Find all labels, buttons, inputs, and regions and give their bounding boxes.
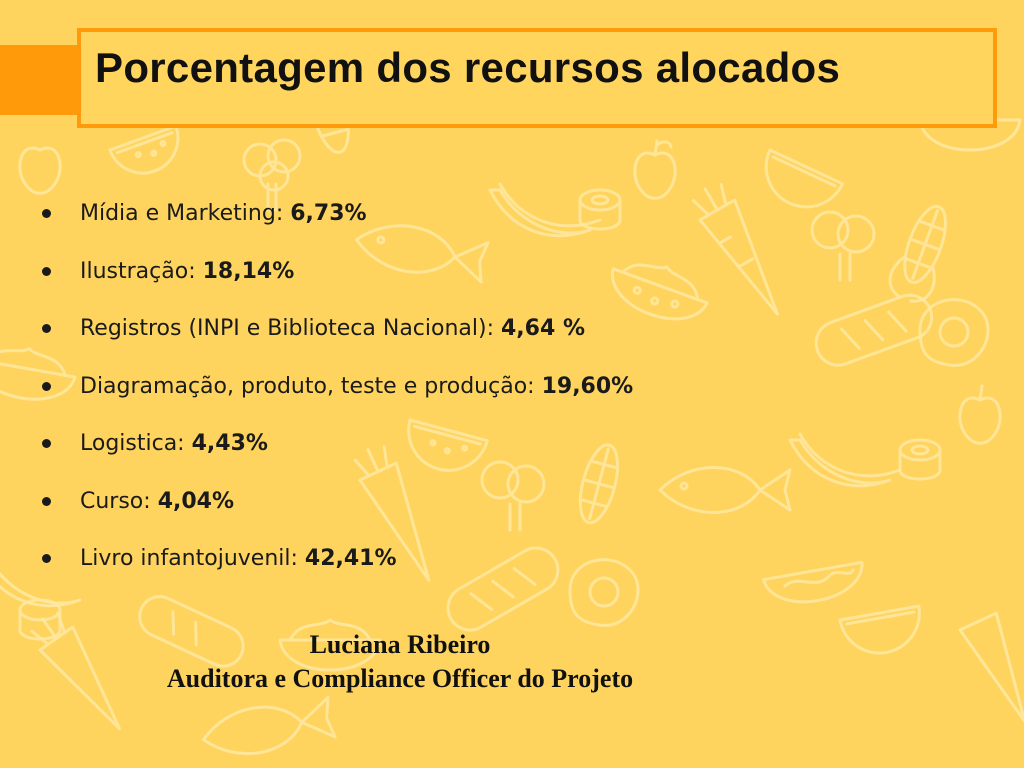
bullet-icon bbox=[42, 381, 51, 391]
bullet-icon bbox=[42, 266, 51, 276]
item-label: Logistica: bbox=[80, 431, 192, 456]
list-item-logistica: Logistica: 4,43% bbox=[42, 425, 633, 483]
item-label: Ilustração: bbox=[80, 258, 203, 284]
corn-icon bbox=[578, 443, 620, 525]
item-value: 19,60% bbox=[541, 373, 634, 399]
item-label: Mídia e Marketing: bbox=[80, 201, 291, 226]
allocation-list: Mídia e Marketing: 6,73% Ilustração: 18,… bbox=[42, 195, 633, 598]
bowl-icon bbox=[918, 118, 1022, 152]
page-title: Porcentagem dos recursos alocados bbox=[95, 44, 841, 91]
item-label: Registros (INPI e Biblioteca Nacional): bbox=[80, 316, 501, 341]
sushi-icon bbox=[18, 598, 62, 641]
item-value: 18,14% bbox=[202, 258, 295, 284]
apple-icon bbox=[958, 384, 1002, 445]
bowl-icon bbox=[278, 618, 382, 672]
egg-icon bbox=[918, 298, 990, 367]
broccoli-icon bbox=[810, 210, 876, 282]
item-value: 42,41% bbox=[304, 546, 397, 571]
bullet-icon bbox=[42, 209, 51, 218]
banana-icon bbox=[488, 182, 602, 238]
fish-icon bbox=[201, 695, 337, 756]
signature-role: Auditora e Compliance Officer do Projeto bbox=[166, 664, 634, 693]
bread-icon bbox=[138, 595, 245, 668]
bullet-icon bbox=[42, 324, 51, 333]
list-item-livro-infantojuvenil: Livro infantojuvenil: 42,41% bbox=[42, 540, 633, 598]
item-label: Diagramação, produto, teste e produção: bbox=[80, 373, 542, 399]
title-box: Porcentagem dos recursos alocados bbox=[77, 28, 997, 128]
bowl-icon bbox=[761, 560, 864, 604]
bread-icon bbox=[446, 546, 560, 632]
broccoli-icon bbox=[242, 138, 302, 212]
carrot-icon bbox=[691, 183, 779, 316]
list-item-registros: Registros (INPI e Biblioteca Nacional): … bbox=[42, 310, 633, 368]
item-value: 4,64 % bbox=[501, 316, 585, 341]
watermelon-icon bbox=[764, 148, 845, 209]
egg-icon bbox=[568, 558, 640, 627]
bullet-icon bbox=[42, 496, 51, 506]
item-value: 4,43% bbox=[191, 431, 268, 456]
apple-icon bbox=[18, 146, 62, 195]
fish-icon bbox=[355, 224, 490, 284]
watermelon-icon bbox=[838, 604, 921, 655]
apple-icon bbox=[633, 139, 677, 200]
banana-icon bbox=[788, 432, 902, 488]
sushi-icon bbox=[898, 438, 942, 481]
sushi-icon bbox=[578, 188, 622, 231]
item-value: 4,04% bbox=[157, 488, 235, 514]
signature-block: Luciana Ribeiro Auditora e Compliance Of… bbox=[100, 628, 700, 696]
bowl-icon bbox=[0, 347, 77, 401]
bullet-icon bbox=[42, 554, 51, 563]
watermelon-icon bbox=[407, 418, 489, 472]
fish-icon bbox=[658, 466, 792, 514]
item-label: Livro infantojuvenil: bbox=[80, 546, 305, 571]
list-item-ilustracao: Ilustração: 18,14% bbox=[42, 253, 633, 311]
list-item-diagramacao: Diagramação, produto, teste e produção: … bbox=[42, 368, 633, 426]
bowl-icon bbox=[611, 263, 709, 321]
item-value: 6,73% bbox=[290, 201, 367, 226]
carrot-icon bbox=[353, 445, 431, 582]
banana-icon bbox=[0, 571, 82, 608]
item-label: Curso: bbox=[80, 488, 158, 514]
corn-icon bbox=[888, 204, 947, 303]
title-accent-bar bbox=[0, 45, 82, 115]
broccoli-icon bbox=[480, 460, 546, 532]
list-item-midia-marketing: Mídia e Marketing: 6,73% bbox=[42, 195, 633, 253]
signature-name: Luciana Ribeiro bbox=[309, 630, 491, 659]
list-item-curso: Curso: 4,04% bbox=[42, 483, 633, 541]
carrot-icon bbox=[958, 611, 1024, 723]
bullet-icon bbox=[42, 439, 51, 448]
watermelon-icon bbox=[108, 124, 180, 175]
